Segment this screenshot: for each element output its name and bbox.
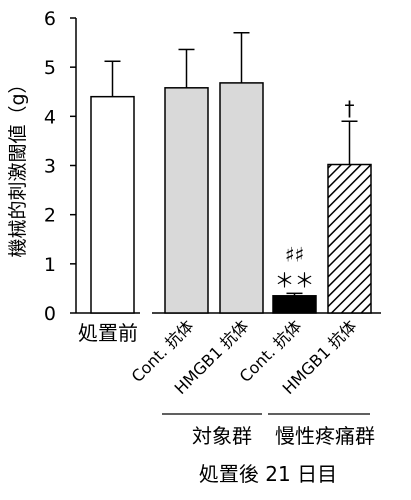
x-axis-title: 処置後 21 日目: [199, 462, 337, 486]
significance-mark: ＊＊: [275, 268, 315, 292]
y-axis-title: 機械的刺激閾値（g）: [7, 74, 29, 257]
y-tick-label: 0: [44, 303, 56, 325]
bar: [219, 82, 264, 314]
bars-layer: ＊＊♯♯ †: [90, 32, 372, 314]
y-tick-label: 4: [44, 106, 56, 128]
bar: [272, 295, 317, 314]
significance-mark: †: [345, 96, 355, 120]
bar: [90, 95, 135, 314]
y-tick-label: 2: [44, 205, 56, 227]
y-tick-label: 1: [44, 254, 56, 276]
x-tick-label: 処置前: [78, 321, 138, 345]
y-tick-label: 5: [44, 57, 56, 79]
bar: [164, 87, 209, 314]
group-label: 対象群: [192, 424, 252, 448]
bar: [327, 163, 372, 314]
y-tick-label: 3: [44, 156, 56, 178]
y-tick-label: 6: [44, 8, 56, 30]
significance-mark: ♯♯: [285, 242, 304, 266]
group-label: 慢性疼痛群: [275, 424, 375, 448]
